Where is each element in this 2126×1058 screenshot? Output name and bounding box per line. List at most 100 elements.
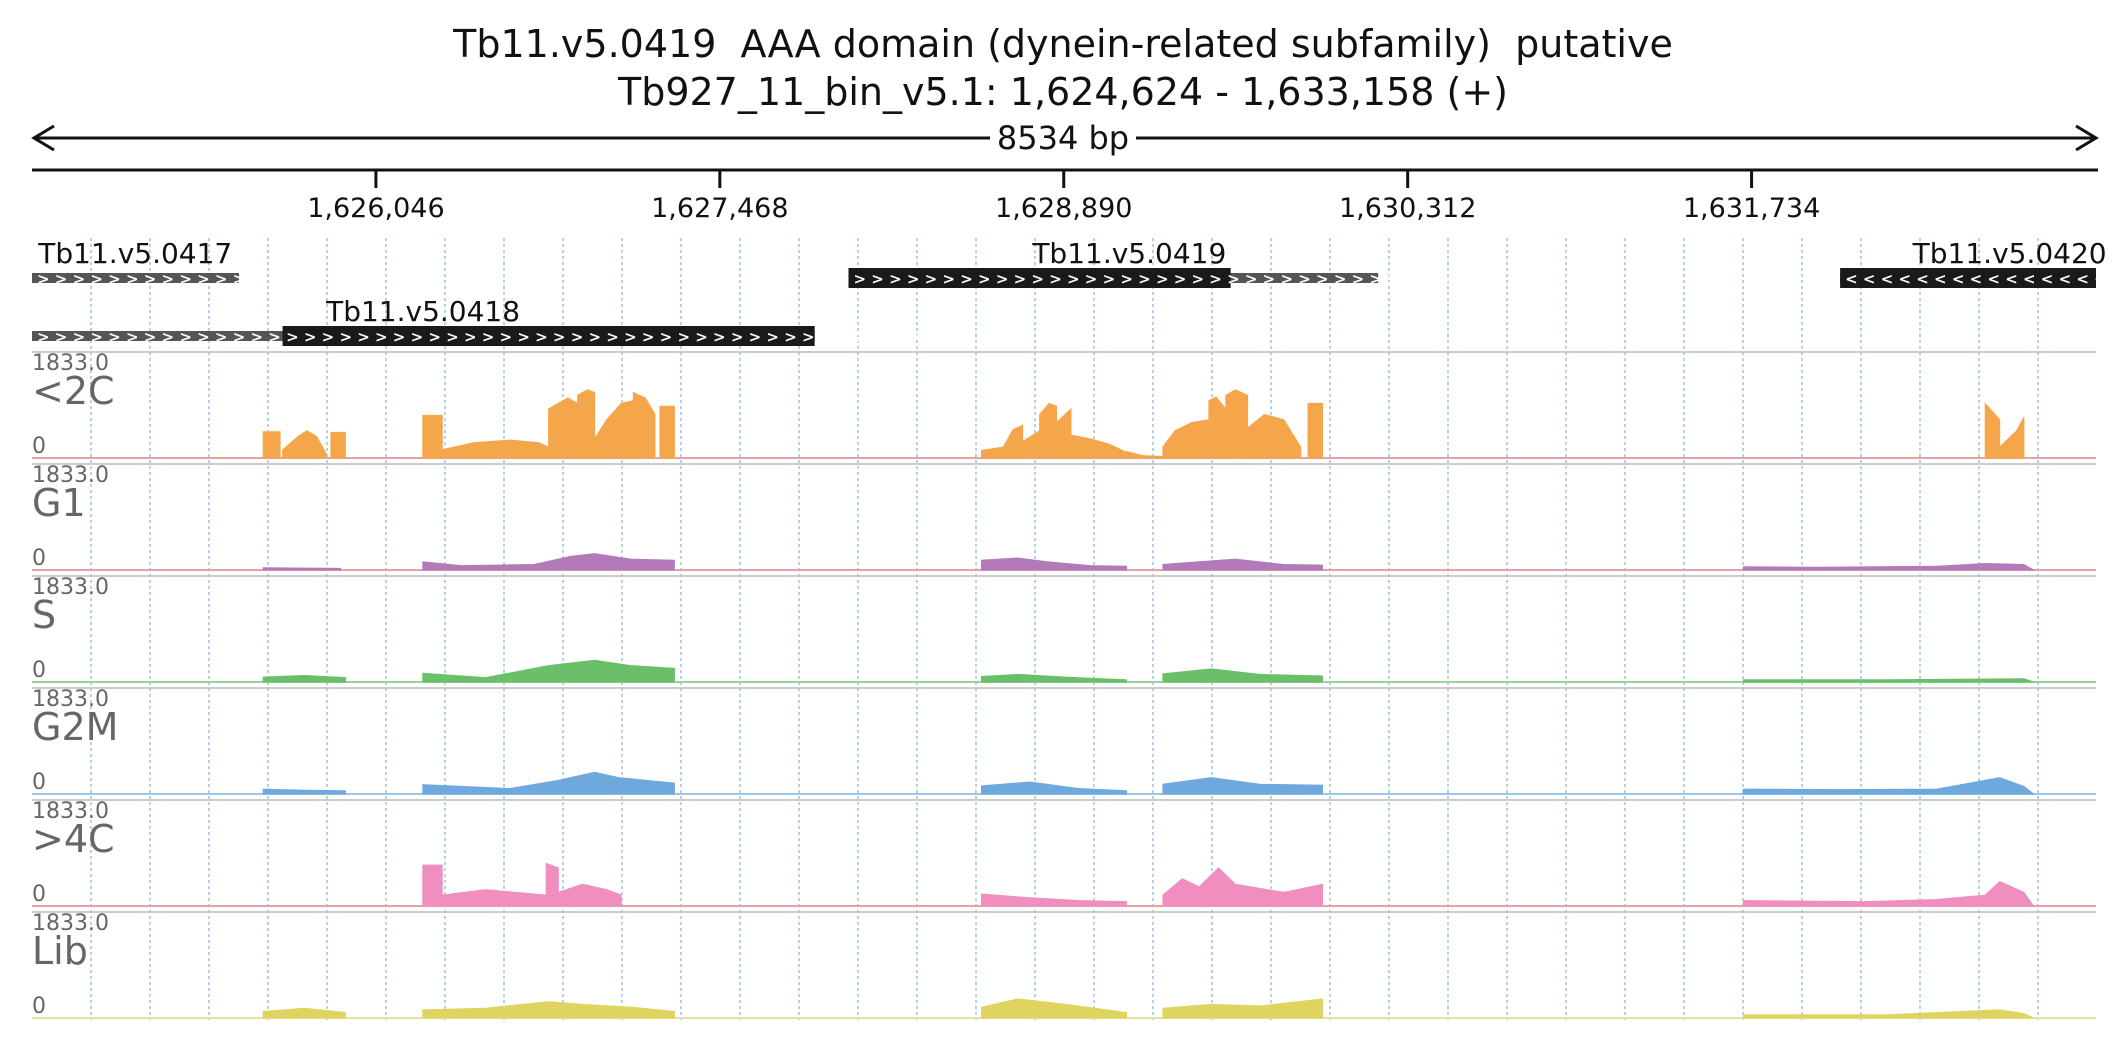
- coverage-area: [422, 553, 675, 571]
- grid-lines: [90, 238, 2039, 1020]
- coverage-area: [262, 1007, 346, 1019]
- coverage-area: [1162, 777, 1323, 795]
- coverage-area: [981, 998, 1128, 1019]
- coverage-area: [981, 446, 1004, 459]
- track-name: S: [32, 593, 56, 637]
- coverage-area: [1247, 413, 1302, 459]
- gene-models: > > > > > > > > > > > > > Tb11.v5.0417 > …: [32, 237, 2125, 346]
- coverage-area: [1039, 402, 1057, 459]
- coverage-area: [1070, 434, 1128, 459]
- coverage-area: [548, 397, 579, 459]
- coverage-area: [441, 889, 547, 907]
- track-max-label: 1833.0: [32, 911, 109, 936]
- coverage-area: [1162, 867, 1323, 907]
- coverage-area: [545, 862, 559, 907]
- coverage-area: [262, 674, 346, 683]
- coverage-area: [1742, 880, 2035, 907]
- track-name: >4C: [32, 817, 115, 861]
- span-label-bg: [990, 122, 1136, 154]
- coverage-area: [1999, 416, 2025, 459]
- track-name: G1: [32, 481, 86, 525]
- track-0: 1833.0<2C 0: [32, 351, 2096, 459]
- gene-cds: [282, 326, 815, 346]
- track-min-label: 0: [32, 770, 46, 795]
- coverage-area: [262, 788, 346, 795]
- span-arrow-right-head: [2075, 124, 2099, 152]
- coverage-area: [594, 400, 634, 459]
- title-block: Tb11.v5.0419 AAA domain (dynein-related …: [0, 20, 2126, 116]
- tick-label: 1,626,046: [307, 193, 444, 224]
- track-2: 1833.0S 0: [32, 575, 2096, 683]
- gene-cds: [1840, 268, 2096, 288]
- span-label: 8534 bp: [997, 119, 1129, 157]
- coverage-area: [1225, 389, 1249, 459]
- track-min-label: 0: [32, 546, 46, 571]
- gene-label[interactable]: Tb11.v5.0418: [325, 295, 520, 328]
- coverage-area: [1742, 562, 2036, 571]
- chart-title: Tb11.v5.0419 AAA domain (dynein-related …: [453, 22, 1673, 66]
- coverage-area: [1742, 678, 2034, 683]
- gene-label[interactable]: Tb11.v5.0417: [37, 237, 232, 270]
- track-max-label: 1833.0: [32, 463, 109, 488]
- track-4: 1833.0>4C 0: [32, 799, 2096, 907]
- track-min-label: 0: [32, 994, 46, 1019]
- chart-subtitle: Tb927_11_bin_v5.1: 1,624,624 - 1,633,158…: [617, 70, 1508, 114]
- gene-utr: [32, 273, 240, 283]
- coverage-area: [632, 391, 656, 459]
- coverage-area: [981, 673, 1128, 683]
- coverage-area: [1126, 450, 1164, 459]
- track-max-label: 1833.0: [32, 799, 109, 824]
- coverage-area: [1742, 1009, 2034, 1019]
- coverage-area: [981, 557, 1128, 571]
- gene-cds: [848, 268, 1231, 288]
- coverage-area: [1162, 419, 1210, 459]
- track-max-label: 1833.0: [32, 687, 109, 712]
- coverage-area: [422, 659, 675, 683]
- tick-label: 1,627,468: [651, 193, 788, 224]
- coverage-area: [1162, 558, 1323, 571]
- tick-label: 1,628,890: [995, 193, 1132, 224]
- coverage-area: [422, 864, 443, 907]
- track-min-label: 0: [32, 434, 46, 459]
- coverage-area: [1002, 424, 1024, 459]
- coverage-area: [1162, 668, 1323, 683]
- gene-label[interactable]: Tb11.v5.0420: [1912, 237, 2107, 270]
- track-max-label: 1833.0: [32, 351, 109, 376]
- coverage-area: [1742, 777, 2036, 795]
- strand-arrows: > > > > > > > > > > > > >: [37, 270, 263, 288]
- strand-arrows: > > > > > > > > > > > > > > > > > > > > …: [854, 270, 1454, 288]
- coverage-area: [981, 893, 1128, 907]
- coverage-area: [981, 781, 1128, 795]
- coverage-area: [557, 883, 622, 907]
- coverage-area: [262, 567, 342, 571]
- coverage-area: [262, 431, 281, 459]
- coverage-area: [1056, 407, 1072, 459]
- coverage-area: [1022, 429, 1041, 459]
- track-name: <2C: [32, 369, 115, 413]
- coverage-area: [659, 405, 675, 459]
- coverage-area: [282, 430, 327, 459]
- track-max-label: 1833.0: [32, 575, 109, 600]
- coverage-area: [422, 771, 675, 795]
- coverage-area: [441, 439, 550, 459]
- coverage-area: [1208, 396, 1227, 459]
- strand-arrows: < < < < < < < < < < < < < < < <: [1845, 270, 2124, 288]
- track-min-label: 0: [32, 658, 46, 683]
- tick-label: 1,631,734: [1683, 193, 1820, 224]
- track-name: G2M: [32, 705, 118, 749]
- coverage-area: [330, 431, 346, 459]
- strand-arrows: > > > > > > > > > > > > > > > > > > > > …: [37, 328, 939, 346]
- gene-label[interactable]: Tb11.v5.0419: [1031, 237, 1226, 270]
- track-1: 1833.0G1 0: [32, 463, 2096, 571]
- coverage-area: [1307, 402, 1323, 459]
- coverage-area: [422, 414, 443, 459]
- span-arrow-left-head: [31, 124, 55, 152]
- track-name: Lib: [32, 929, 88, 973]
- track-min-label: 0: [32, 882, 46, 907]
- tick-label: 1,630,312: [1339, 193, 1476, 224]
- coverage-area: [1162, 998, 1323, 1019]
- coverage-area: [577, 389, 596, 459]
